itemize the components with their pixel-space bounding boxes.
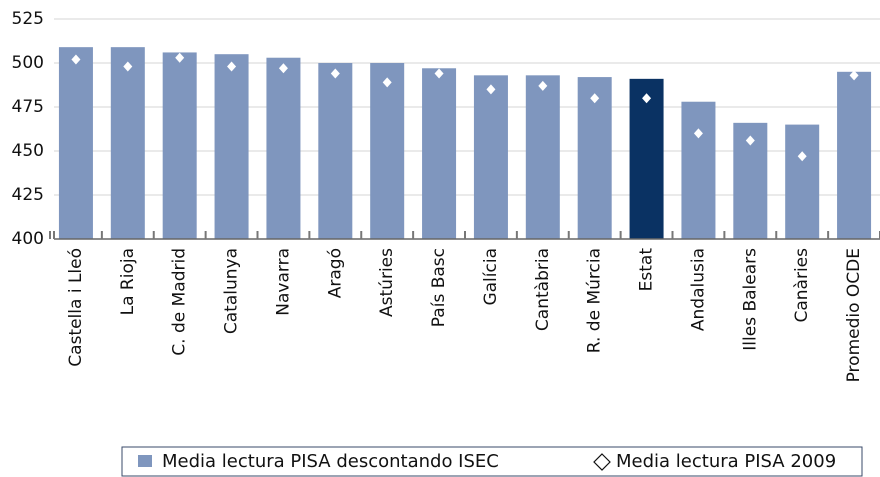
x-tick-label: Castella i Lleó	[66, 248, 86, 367]
bar	[110, 47, 145, 239]
x-tick-label: Cantàbria	[533, 248, 553, 331]
y-tick-label: 500	[12, 53, 44, 73]
x-tick-label: Promedio OCDE	[844, 248, 864, 382]
bar	[214, 54, 249, 240]
x-tick-label: Andalusia	[688, 248, 708, 331]
diamond-marker	[278, 63, 288, 74]
legend-label: Media lectura PISA descontando ISEC	[162, 451, 499, 472]
diamond-marker	[382, 77, 392, 88]
diamond-marker	[71, 54, 81, 65]
y-tick-label: 450	[12, 141, 44, 161]
diamond-marker	[797, 151, 807, 162]
bar	[785, 124, 820, 239]
diamond-marker	[538, 80, 548, 91]
y-tick-label: 475	[12, 97, 44, 117]
x-tick-label: Estat	[637, 248, 657, 292]
diamond-marker	[123, 61, 133, 72]
diamond-marker	[590, 93, 600, 104]
x-tick-label: C. de Madrid	[170, 248, 190, 356]
diamond-marker	[227, 61, 237, 72]
x-tick-label: Aragó	[325, 248, 345, 298]
bar	[681, 101, 716, 239]
x-tick-label: Astúries	[377, 248, 397, 317]
y-tick-label: 425	[12, 185, 44, 205]
diamond-marker	[434, 68, 444, 79]
y-tick-label: 525	[12, 9, 44, 29]
x-tick-label: Catalunya	[222, 248, 242, 334]
diamond-marker	[175, 52, 185, 63]
diamond-marker	[745, 135, 755, 146]
bar	[837, 71, 872, 239]
bar	[370, 63, 405, 239]
x-tick-label: Navarra	[273, 248, 293, 316]
x-tick-label: País Basc	[429, 248, 449, 327]
x-tick-label: R. de Múrcia	[585, 248, 605, 353]
bar	[318, 63, 353, 239]
diamond-marker	[642, 93, 652, 104]
legend-box	[121, 446, 863, 477]
bar	[266, 57, 301, 239]
x-tick-label: La Rioja	[118, 248, 138, 315]
bar	[162, 52, 197, 239]
bar	[58, 47, 93, 239]
y-tick-label: 400	[12, 229, 44, 249]
bar	[629, 78, 664, 239]
diamond-marker	[693, 128, 703, 139]
bar	[422, 68, 457, 239]
x-tick-label: Illes Balears	[740, 248, 760, 351]
x-tick-label: Galícia	[481, 248, 501, 306]
diamond-marker	[330, 68, 340, 79]
legend-label: Media lectura PISA 2009	[616, 451, 836, 472]
x-tick-label: Canàries	[792, 248, 812, 323]
bar	[473, 75, 508, 239]
bar	[577, 77, 612, 239]
diamond-marker	[849, 70, 859, 81]
legend-swatch	[138, 455, 152, 467]
bar	[525, 75, 560, 239]
diamond-marker	[486, 84, 496, 95]
legend-diamond	[593, 453, 611, 471]
